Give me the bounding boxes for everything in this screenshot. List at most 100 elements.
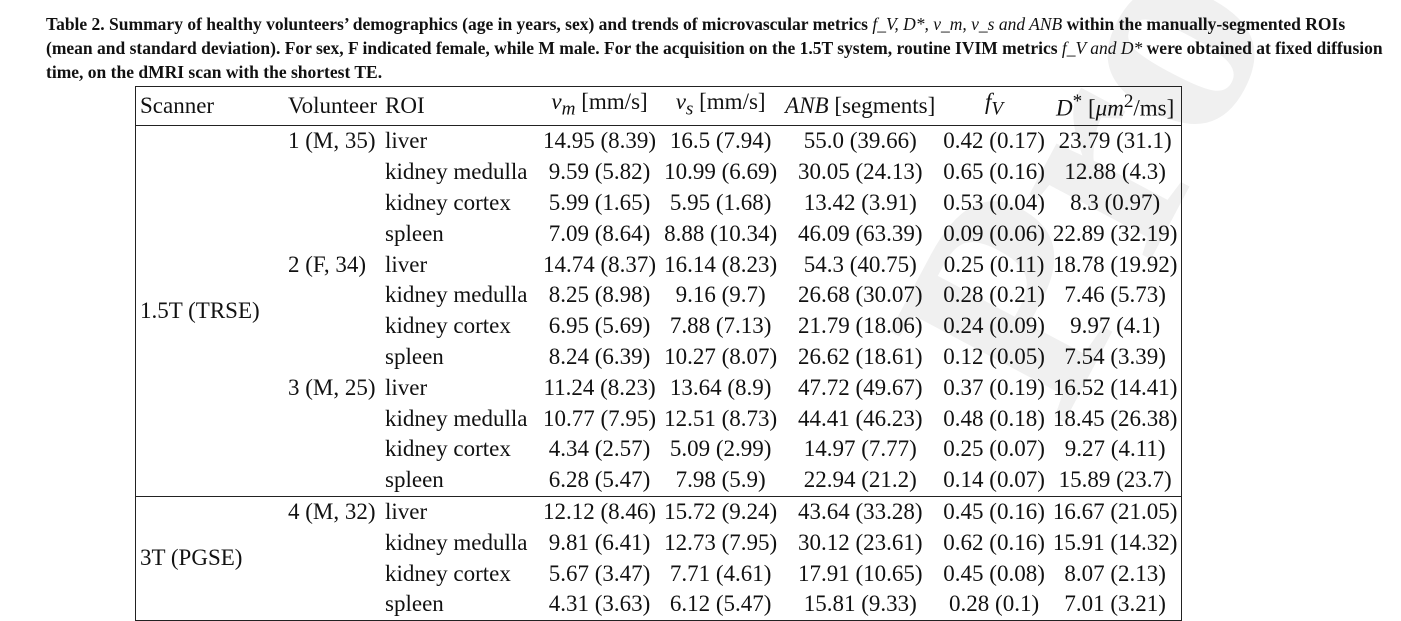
anb-cell: 22.94 (21.2) (803, 467, 917, 493)
roi-cell: spleen (385, 591, 444, 617)
vs-cell: 13.64 (8.9) (669, 374, 772, 400)
vm-cell: 10.77 (7.95) (543, 405, 657, 431)
vs-cell: 9.16 (9.7) (675, 282, 766, 308)
roi-cell: liver (385, 128, 428, 154)
vs-cell: 5.95 (1.68) (669, 189, 772, 215)
vm-cell: 12.12 (8.46) (539, 495, 661, 528)
anb-cell: 46.09 (63.39) (797, 220, 923, 246)
table-row: 3 (M, 25) liver 11.24 (8.23) 13.64 (8.9) 47.… (136, 373, 1182, 404)
fv-cell: 0.25 (0.07) (943, 436, 1045, 462)
vm-cell: 14.95 (8.39) (543, 128, 657, 154)
table-row: kidney cortex 4.34 (2.57) 5.09 (2.99) 14.97… (136, 434, 1182, 465)
vs-cell: 16.14 (8.23) (664, 251, 778, 277)
vm-cell: 11.24 (8.23) (543, 374, 656, 400)
caption-metrics-2: f_V and D* (1061, 38, 1143, 58)
anb-cell: 26.62 (18.61) (797, 343, 923, 369)
vs-cell: 10.27 (8.07) (664, 343, 778, 369)
dstar-cell: 9.27 (4.11) (1064, 436, 1166, 462)
roi-cell: liver (385, 251, 428, 277)
vm-cell: 7.09 (8.64) (548, 220, 651, 246)
vs-cell: 7.88 (7.13) (669, 313, 772, 339)
roi-cell: kidney medulla (385, 159, 528, 185)
anb-cell: 26.68 (30.07) (797, 282, 923, 308)
roi-cell: spleen (385, 343, 444, 369)
table-row: 3T (PGSE) 4 (M, 32) liver 12.12 (8.46) 15.72… (135, 495, 1182, 621)
header-anb: ANB [segments] (781, 85, 940, 127)
dstar-cell: 8.07 (2.13) (1064, 560, 1166, 586)
vm-cell: 5.99 (1.65) (548, 189, 651, 215)
roi-cell: kidney medulla (385, 282, 528, 308)
dstar-cell: 16.67 (21.05) (1048, 495, 1182, 528)
fv-cell: 0.37 (0.19) (943, 374, 1045, 400)
vm-cell: 8.24 (6.39) (548, 343, 651, 369)
vs-cell: 12.51 (8.73) (664, 405, 778, 431)
roi-cell: spleen (385, 220, 444, 246)
roi-cell: liver (385, 374, 428, 400)
fv-cell: 0.42 (0.17) (943, 128, 1045, 154)
volunteer-cell: 1 (M, 35) (288, 128, 376, 154)
dstar-cell: 9.97 (4.1) (1070, 313, 1161, 339)
anb-cell: 15.81 (9.33) (803, 591, 917, 617)
caption-rest-1: within the manually-segmented ROIs (mean… (46, 14, 1346, 58)
dstar-cell: 15.91 (14.32) (1052, 529, 1178, 555)
volunteer-cell: 3 (M, 25) (288, 374, 376, 400)
vm-cell: 14.74 (8.37) (543, 251, 657, 277)
table-caption: Table 2. Summary of healthy volunteers’ … (46, 12, 1391, 84)
dstar-cell: 8.3 (0.97) (1070, 189, 1161, 215)
vs-cell: 12.73 (7.95) (664, 529, 778, 555)
vm-cell: 6.95 (5.69) (548, 313, 651, 339)
fv-cell: 0.25 (0.11) (943, 251, 1045, 277)
vs-cell: 7.98 (5.9) (675, 467, 766, 493)
header-vs: vs [mm/s] (660, 85, 782, 127)
vm-cell: 8.25 (8.98) (548, 282, 651, 308)
dstar-cell: 16.52 (14.41) (1052, 374, 1178, 400)
table-row: spleen 7.09 (8.64) 8.88 (10.34) 46.09 (63.3… (136, 219, 1182, 250)
table-row: kidney medulla 8.25 (8.98) 9.16 (9.7) 26.68… (136, 280, 1182, 311)
anb-cell: 13.42 (3.91) (803, 189, 917, 215)
table-row: 1.5T (TRSE) 1 (M, 35) liver 14.95 (8.39) 16.… (136, 126, 1182, 322)
table-row: spleen 4.31 (3.63) 6.12 (5.47) 15.81 (9.33)… (136, 589, 1182, 620)
vs-cell: 10.99 (6.69) (664, 159, 778, 185)
fv-cell: 0.09 (0.06) (943, 220, 1045, 246)
dstar-cell: 22.89 (32.19) (1052, 220, 1178, 246)
anb-cell: 30.12 (23.61) (797, 529, 923, 555)
fv-cell: 0.45 (0.08) (943, 560, 1045, 586)
anb-cell: 54.3 (40.75) (803, 251, 917, 277)
vm-cell: 6.28 (5.47) (548, 467, 651, 493)
fv-cell: 0.45 (0.16) (939, 495, 1049, 528)
anb-cell: 21.79 (18.06) (797, 313, 923, 339)
roi-cell: kidney cortex (385, 560, 511, 586)
vm-cell: 9.81 (6.41) (548, 529, 651, 555)
dstar-cell: 23.79 (31.1) (1058, 128, 1172, 154)
roi-cell: kidney cortex (385, 313, 511, 339)
anb-cell: 43.64 (33.28) (781, 495, 940, 528)
roi-cell: kidney cortex (385, 436, 511, 462)
dstar-cell: 18.78 (19.92) (1052, 251, 1178, 277)
anb-cell: 55.0 (39.66) (803, 128, 917, 154)
vs-cell: 15.72 (9.24) (660, 495, 782, 528)
fv-cell: 0.12 (0.05) (943, 343, 1045, 369)
volunteer-cell: 4 (M, 32) (284, 495, 382, 621)
vs-cell: 8.88 (10.34) (664, 220, 778, 246)
roi-cell: kidney medulla (385, 405, 528, 431)
anb-cell: 44.41 (46.23) (797, 405, 923, 431)
anb-cell: 14.97 (7.77) (803, 436, 917, 462)
table-body: 1.5T (TRSE) 1 (M, 35) liver 14.95 (8.39) 16.… (135, 126, 1182, 621)
table-row: kidney medulla 10.77 (7.95) 12.51 (8.73) 44… (136, 404, 1182, 435)
fv-cell: 0.48 (0.18) (943, 405, 1045, 431)
dstar-cell: 7.01 (3.21) (1064, 591, 1166, 617)
roi-cell: kidney medulla (385, 529, 528, 555)
vs-cell: 16.5 (7.94) (669, 128, 772, 154)
roi-cell: spleen (385, 467, 444, 493)
scanner-cell: 1.5T (TRSE) (140, 297, 260, 323)
fv-cell: 0.62 (0.16) (943, 529, 1045, 555)
anb-cell: 47.72 (49.67) (797, 374, 923, 400)
header-fv: fV (939, 85, 1049, 127)
header-row: Scanner Volunteer ROI vm [mm/s] vs [mm/s… (135, 85, 1182, 127)
vs-cell: 7.71 (4.61) (669, 560, 772, 586)
table-row: kidney medulla 9.59 (5.82) 10.99 (6.69) 30.… (136, 157, 1182, 188)
scanner-cell: 3T (PGSE) (135, 495, 284, 621)
table-row: 2 (F, 34) liver 14.74 (8.37) 16.14 (8.23) 54… (136, 250, 1182, 281)
vs-cell: 6.12 (5.47) (669, 591, 772, 617)
anb-cell: 30.05 (24.13) (797, 159, 923, 185)
